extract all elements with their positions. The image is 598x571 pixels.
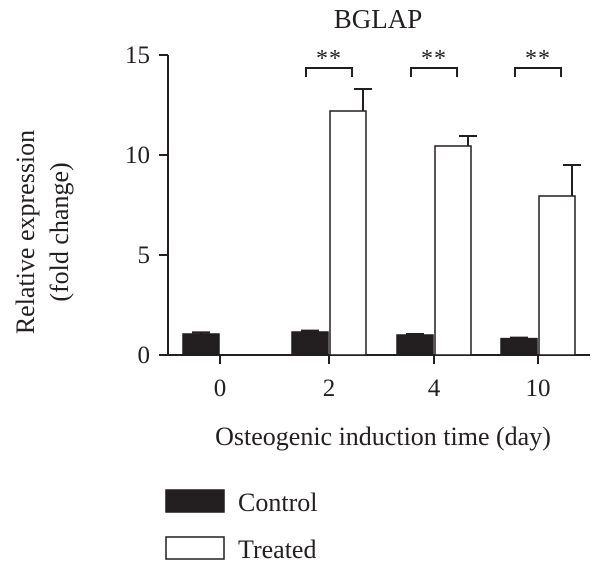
x-tick-label: 10 bbox=[526, 375, 551, 402]
bar-treated bbox=[538, 195, 576, 356]
legend-label-control: Control bbox=[238, 488, 317, 517]
significance-label: ** bbox=[421, 46, 447, 72]
y-tick-label: 15 bbox=[125, 42, 150, 69]
bar-control bbox=[396, 334, 434, 356]
bar-treated bbox=[329, 110, 367, 356]
legend-swatch-treated bbox=[165, 536, 225, 560]
bar-control bbox=[500, 337, 538, 356]
bar-control bbox=[291, 331, 329, 356]
x-tick-label: 0 bbox=[214, 375, 227, 402]
y-tick-label: 5 bbox=[138, 242, 151, 269]
significance-bracket bbox=[410, 67, 458, 77]
bars bbox=[182, 88, 581, 356]
x-tick-label: 4 bbox=[428, 375, 441, 402]
y-axis-label-line-2: (fold change) bbox=[45, 162, 74, 301]
y-tick-label: 0 bbox=[138, 342, 151, 369]
bar-control bbox=[182, 333, 220, 356]
significance-marks: ** ** ** bbox=[305, 46, 562, 77]
bar-treated bbox=[434, 145, 472, 356]
x-axis-label: Osteogenic induction time (day) bbox=[215, 422, 551, 451]
y-axis: 0 5 10 15 bbox=[125, 42, 169, 369]
legend: Control Treated bbox=[165, 488, 317, 564]
significance-bracket bbox=[514, 67, 562, 77]
chart-title: BGLAP bbox=[334, 4, 423, 34]
significance-label: ** bbox=[525, 46, 551, 72]
significance-bracket bbox=[305, 67, 353, 77]
legend-swatch-control bbox=[165, 489, 225, 513]
significance-label: ** bbox=[316, 46, 342, 72]
x-tick-label: 2 bbox=[323, 375, 336, 402]
legend-label-treated: Treated bbox=[238, 535, 316, 564]
y-axis-label-line-1: Relative expression bbox=[11, 130, 40, 334]
x-axis: 0 2 4 10 bbox=[168, 354, 590, 402]
y-axis-label: Relative expression (fold change) bbox=[11, 130, 74, 334]
y-tick-label: 10 bbox=[125, 142, 150, 169]
